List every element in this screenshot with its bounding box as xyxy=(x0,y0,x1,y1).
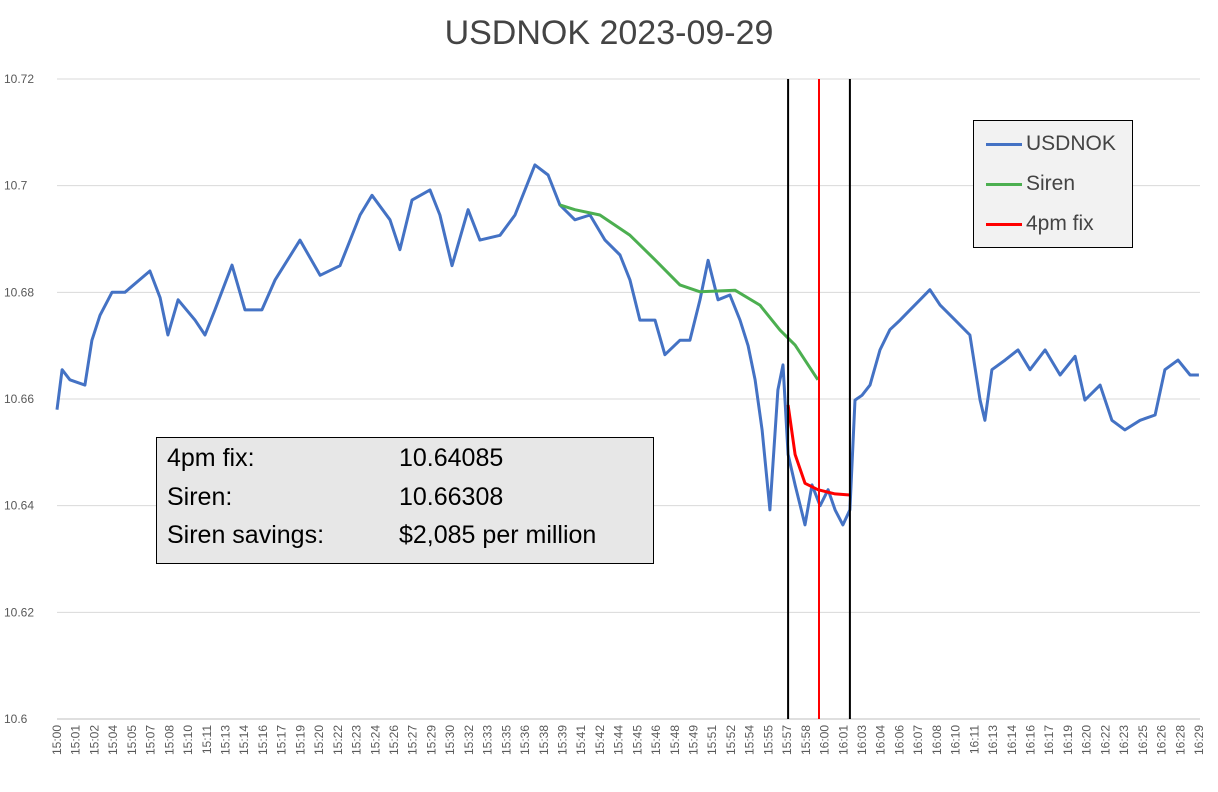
x-tick-label: 15:29 xyxy=(424,725,438,755)
x-tick-label: 16:20 xyxy=(1080,725,1094,755)
annotation-row: 4pm fix: 10.64085 xyxy=(167,444,503,480)
4pm-fix-line xyxy=(786,404,851,497)
annotation-label: Siren: xyxy=(167,483,233,511)
x-tick-label: 15:01 xyxy=(69,725,83,755)
y-tick-label: 10.7 xyxy=(4,179,28,193)
x-tick-label: 16:10 xyxy=(949,725,963,755)
x-tick-label: 16:25 xyxy=(1136,725,1150,755)
x-tick-label: 15:17 xyxy=(275,725,289,755)
x-tick-label: 16:08 xyxy=(930,725,944,755)
x-tick-label: 15:20 xyxy=(312,725,326,755)
x-tick-label: 15:44 xyxy=(612,725,626,755)
annotation-value: 10.64085 xyxy=(399,444,504,472)
x-tick-label: 15:26 xyxy=(387,725,401,755)
legend: USDNOK Siren 4pm fix xyxy=(973,120,1133,248)
legend-label: Siren xyxy=(1026,172,1076,195)
x-tick-label: 16:01 xyxy=(836,725,850,755)
x-tick-label: 15:05 xyxy=(125,725,139,755)
legend-label: 4pm fix xyxy=(1026,212,1094,235)
x-tick-label: 16:17 xyxy=(1042,725,1056,755)
x-tick-label: 15:13 xyxy=(218,725,232,755)
legend-swatch-siren xyxy=(986,182,1022,186)
legend-item-4pm-fix: 4pm fix xyxy=(986,209,1094,239)
x-tick-label: 15:32 xyxy=(462,725,476,755)
y-tick-label: 10.72 xyxy=(4,72,34,86)
x-tick-label: 15:16 xyxy=(256,725,270,755)
x-tick-label: 16:14 xyxy=(1005,725,1019,755)
y-tick-label: 10.66 xyxy=(4,392,34,406)
x-tick-label: 16:11 xyxy=(967,725,981,754)
y-tick-label: 10.64 xyxy=(4,499,34,513)
x-tick-label: 16:16 xyxy=(1024,725,1038,755)
x-tick-label: 15:11 xyxy=(200,725,214,754)
x-tick-label: 15:45 xyxy=(630,725,644,755)
legend-swatch-usdnok xyxy=(986,142,1022,146)
x-tick-label: 16:22 xyxy=(1098,725,1112,755)
legend-item-usdnok: USDNOK xyxy=(986,129,1116,159)
x-tick-label: 15:57 xyxy=(780,725,794,755)
annotation-label: Siren savings: xyxy=(167,521,325,549)
annotation-value: 10.66308 xyxy=(399,483,504,511)
x-tick-label: 16:13 xyxy=(986,725,1000,755)
x-tick-label: 16:04 xyxy=(874,725,888,755)
x-tick-label: 16:28 xyxy=(1173,725,1187,755)
x-tick-label: 15:52 xyxy=(724,725,738,755)
x-tick-label: 15:58 xyxy=(799,725,813,755)
x-tick-label: 15:51 xyxy=(705,725,719,755)
usdnok-line xyxy=(55,163,1199,527)
x-tick-label: 16:23 xyxy=(1117,725,1131,755)
x-tick-label: 15:00 xyxy=(50,725,64,755)
x-tick-label: 15:35 xyxy=(499,725,513,755)
chart-title: USDNOK 2023-09-29 xyxy=(444,14,774,52)
x-tick-label: 15:19 xyxy=(293,725,307,755)
x-tick-label: 16:19 xyxy=(1061,725,1075,755)
siren-line xyxy=(559,203,820,381)
annotation-value: $2,085 per million xyxy=(399,521,597,549)
x-tick-label: 16:26 xyxy=(1155,725,1169,755)
x-tick-label: 15:10 xyxy=(181,725,195,755)
x-tick-label: 15:27 xyxy=(406,725,420,755)
x-tick-label: 15:39 xyxy=(555,725,569,755)
x-tick-label: 16:07 xyxy=(911,725,925,755)
x-tick-label: 15:41 xyxy=(574,725,588,755)
x-tick-label: 15:14 xyxy=(237,725,251,755)
x-tick-label: 15:36 xyxy=(518,725,532,755)
x-tick-label: 15:24 xyxy=(368,725,382,755)
x-tick-label: 15:02 xyxy=(87,725,101,755)
x-tick-label: 15:49 xyxy=(687,725,701,755)
annotation-label: 4pm fix: xyxy=(167,444,255,472)
annotation-row: Siren: 10.66308 xyxy=(167,483,503,519)
legend-item-siren: Siren xyxy=(986,169,1075,199)
x-tick-label: 16:03 xyxy=(855,725,869,755)
legend-label: USDNOK xyxy=(1026,132,1116,155)
annotation-row: Siren savings: $2,085 per million xyxy=(167,521,596,557)
x-tick-label: 15:55 xyxy=(761,725,775,755)
y-tick-label: 10.62 xyxy=(4,605,34,619)
x-tick-label: 16:29 xyxy=(1192,725,1206,755)
annotation-box: 4pm fix: 10.64085 Siren: 10.66308 Siren … xyxy=(156,437,654,564)
x-tick-label: 15:23 xyxy=(350,725,364,755)
x-tick-label: 15:22 xyxy=(331,725,345,755)
x-tick-label: 15:30 xyxy=(443,725,457,755)
legend-swatch-4pm-fix xyxy=(986,222,1022,226)
x-tick-label: 15:07 xyxy=(144,725,158,755)
x-tick-label: 16:06 xyxy=(892,725,906,755)
x-tick-label: 16:00 xyxy=(818,725,832,755)
x-tick-label: 15:08 xyxy=(162,725,176,755)
x-tick-label: 15:04 xyxy=(106,725,120,755)
x-tick-label: 15:46 xyxy=(649,725,663,755)
x-tick-label: 15:33 xyxy=(481,725,495,755)
y-tick-label: 10.6 xyxy=(4,712,28,726)
x-tick-label: 15:48 xyxy=(668,725,682,755)
x-tick-label: 15:42 xyxy=(593,725,607,755)
x-tick-label: 15:54 xyxy=(743,725,757,755)
x-tick-label: 15:38 xyxy=(537,725,551,755)
y-tick-label: 10.68 xyxy=(4,285,34,299)
